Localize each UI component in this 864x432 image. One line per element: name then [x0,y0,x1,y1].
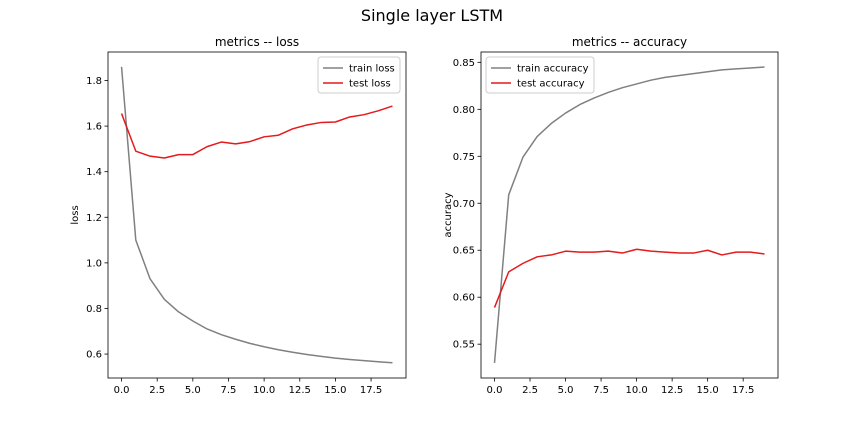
loss-xtick-label: 15.0 [324,385,346,396]
loss-ytick-label: 1.0 [86,258,102,269]
accuracy-xtick-label: 0.0 [487,385,503,396]
accuracy-legend-label: test accuracy [517,79,585,90]
loss-ytick-label: 1.2 [86,213,102,224]
loss-xtick-label: 12.5 [289,385,311,396]
accuracy-ylabel: accuracy [443,192,454,237]
loss-xtick-label: 10.0 [253,385,275,396]
loss-series-test-loss [120,105,393,159]
loss-series-train-loss [120,66,393,364]
accuracy-ytick-label: 0.85 [453,58,475,69]
loss-ylabel: loss [70,205,81,224]
accuracy-xtick-label: 12.5 [661,385,683,396]
accuracy-panel: metrics -- accuracy 0.0 2.5 5.0 7.5 10.0 12.5 1… [443,35,779,396]
loss-legend-box [317,56,401,94]
loss-ytick-label: 1.8 [86,76,102,87]
accuracy-title: metrics -- accuracy [572,35,687,49]
accuracy-ytick-label: 0.60 [453,293,475,304]
loss-legend: train loss test loss [317,56,401,94]
accuracy-ytick-label: 0.70 [453,199,475,210]
loss-legend-label: train loss [349,64,395,75]
accuracy-xtick-label: 2.5 [522,385,538,396]
accuracy-xtick-label: 7.5 [593,385,609,396]
loss-xtick-label: 5.0 [185,385,201,396]
accuracy-legend-label: train accuracy [517,64,589,75]
accuracy-ytick-label: 0.65 [453,246,475,257]
loss-ytick-label: 1.4 [86,167,102,178]
loss-xtick-label: 7.5 [221,385,237,396]
loss-ytick-label: 0.8 [86,304,102,315]
accuracy-axes-frame [480,51,779,379]
accuracy-legend: train accuracy test accuracy [485,56,595,94]
loss-ytick-label: 1.6 [86,122,102,133]
accuracy-ytick-label: 0.55 [453,340,475,351]
accuracy-series-test-accuracy [493,248,765,308]
accuracy-ytick-label: 0.75 [453,152,475,163]
accuracy-xtick-label: 15.0 [697,385,719,396]
accuracy-xtick-label: 5.0 [558,385,574,396]
accuracy-xtick-label: 10.0 [625,385,647,396]
loss-axes-frame [107,51,407,379]
loss-xtick-label: 2.5 [149,385,165,396]
accuracy-legend-box [485,56,595,94]
loss-legend-label: test loss [349,79,391,90]
figure-title: Single layer LSTM [361,6,503,25]
accuracy-ytick-label: 0.80 [453,105,475,116]
loss-panel: metrics -- loss 0.0 2.5 5.0 7.5 10.0 12.5 15.0 1… [70,35,407,396]
loss-title: metrics -- loss [215,35,299,49]
loss-xtick-label: 17.5 [360,385,382,396]
accuracy-series-train-accuracy [493,66,765,364]
loss-xtick-label: 0.0 [114,385,130,396]
loss-ytick-label: 0.6 [86,350,102,361]
accuracy-xtick-label: 17.5 [732,385,754,396]
